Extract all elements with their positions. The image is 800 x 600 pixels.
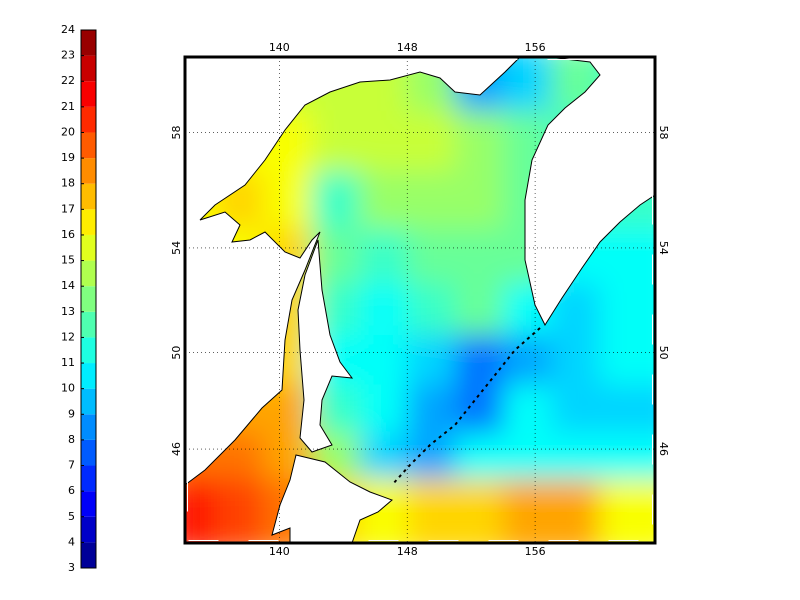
colorbar-band — [81, 106, 96, 133]
lon-label-top: 140 — [269, 41, 290, 54]
colorbar-label: 15 — [61, 254, 75, 267]
lon-label-bottom: 156 — [525, 545, 546, 558]
colorbar-label: 23 — [61, 49, 75, 62]
lat-label-right: 50 — [657, 346, 670, 360]
mainland — [185, 57, 521, 486]
colorbar-band — [81, 132, 96, 159]
colorbar-band — [81, 414, 96, 440]
colorbar-band — [81, 260, 96, 287]
colorbar-label: 16 — [61, 228, 75, 241]
colorbar-label: 17 — [61, 202, 75, 215]
colorbar-band — [81, 209, 96, 235]
colorbar-band — [81, 234, 96, 261]
colorbar-label: 18 — [61, 177, 75, 190]
colorbar-label: 12 — [61, 330, 75, 343]
lon-label-bottom: 140 — [269, 545, 290, 558]
colorbar-band — [81, 30, 96, 56]
field-cell — [599, 478, 655, 543]
colorbar-band — [81, 516, 96, 543]
colorbar-label: 22 — [61, 74, 75, 87]
lon-label-bottom: 148 — [397, 545, 418, 558]
lat-label-right: 54 — [657, 241, 670, 255]
colorbar-band — [81, 542, 96, 568]
colorbar-label: 10 — [61, 382, 75, 395]
colorbar-label: 7 — [68, 459, 75, 472]
lat-label-left: 58 — [170, 126, 183, 140]
colorbar-frame — [80, 29, 97, 569]
colorbar-band — [81, 465, 96, 492]
colorbar-band — [81, 388, 96, 415]
colorbar-band — [81, 491, 96, 517]
colorbar-label: 8 — [68, 433, 75, 446]
colorbar-label: 11 — [61, 356, 75, 369]
colorbar-label: 19 — [61, 151, 75, 164]
colorbar-label: 13 — [61, 305, 75, 318]
colorbar-label: 9 — [68, 407, 75, 420]
colorbar-label: 21 — [61, 100, 75, 113]
sakhalin — [297, 239, 354, 453]
colorbar-band — [81, 337, 96, 364]
map-frame — [183, 55, 657, 545]
colorbar-label: 24 — [61, 23, 75, 36]
lat-label-left: 50 — [170, 346, 183, 360]
colorbar-label: 20 — [61, 125, 75, 138]
lat-label-right: 46 — [657, 442, 670, 456]
lat-label-left: 54 — [170, 241, 183, 255]
land — [185, 57, 655, 543]
colorbar-label: 14 — [61, 279, 75, 292]
colorbar-band — [81, 158, 96, 184]
lon-label-top: 148 — [397, 41, 418, 54]
colorbar-label: 5 — [68, 510, 75, 523]
colorbar-band — [81, 286, 96, 312]
graticule: 140 140 148 148 156 156 46 46 50 50 54 54 58 58 — [170, 41, 670, 558]
lon-label-top: 156 — [525, 41, 546, 54]
colorbar-label: 4 — [68, 535, 75, 548]
hokkaido — [271, 454, 393, 543]
colorbar-band — [81, 55, 96, 82]
colorbar-band — [81, 183, 96, 210]
colorbar-band — [81, 439, 96, 466]
colorbar: 3 4 5 6 7 8 9 10 11 12 13 14 15 16 17 18 19 20 21 22 23 24 — [61, 23, 97, 574]
kuril-islands — [391, 327, 541, 486]
colorbar-band — [81, 81, 96, 107]
colorbar-label: 6 — [68, 484, 75, 497]
colorbar-label: 3 — [68, 561, 75, 574]
lat-label-right: 58 — [657, 126, 670, 140]
lat-label-left: 46 — [170, 442, 183, 456]
colorbar-band — [81, 311, 96, 338]
colorbar-band — [81, 363, 96, 389]
